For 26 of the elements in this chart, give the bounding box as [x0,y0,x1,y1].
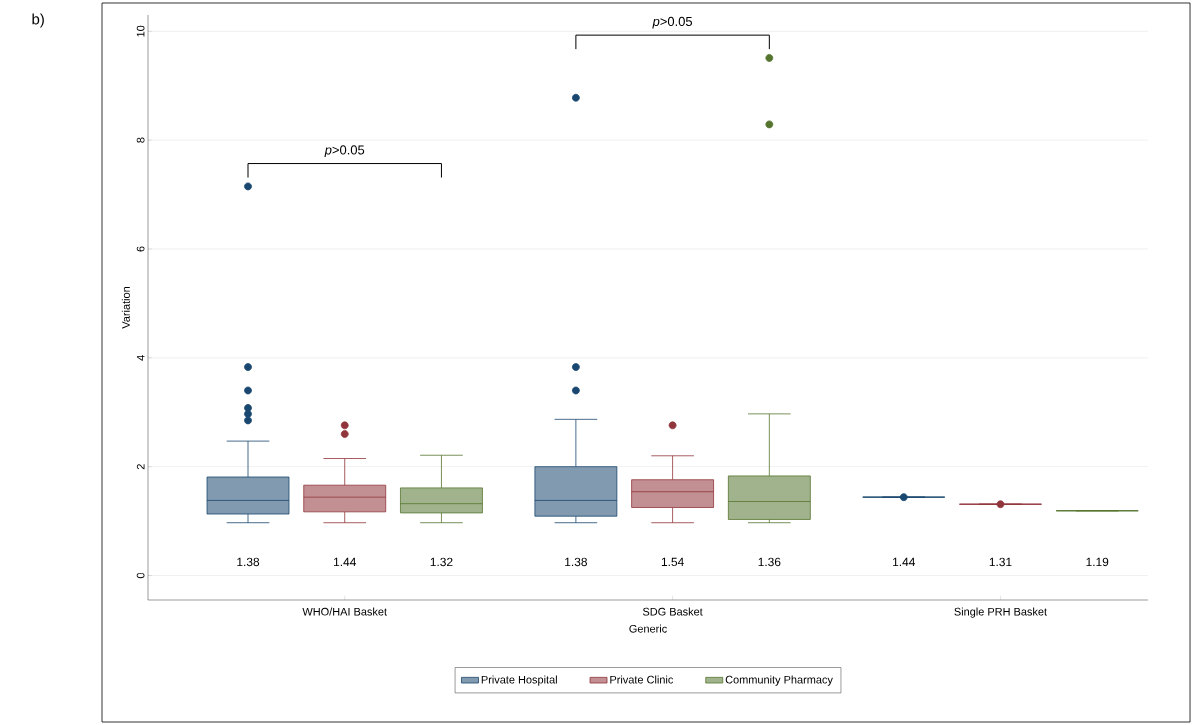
legend-label: Private Hospital [481,675,557,686]
x-tick-label: WHO/HAI Basket [302,607,387,616]
y-tick-label: 0 [136,572,145,579]
text: 1.38 [565,557,587,567]
text: 1.44 [893,557,916,567]
text: 1.31 [989,557,1012,567]
y-axis-title: Variation [121,287,130,329]
x-tick-label: Single PRH Basket [954,607,1047,618]
y-tick-label: 6 [136,246,145,252]
y-tick-label: 8 [136,137,145,143]
y-tick-label: 4 [136,355,145,361]
legend-label: Private Clinic [610,675,674,684]
text: 1.38 [237,557,260,567]
x-axis-title: Generic [629,624,667,633]
text: 1.54 [661,557,684,567]
text: 1.32 [430,557,453,567]
text: 1.19 [1086,557,1109,567]
x-tick-label: SDG Basket [642,607,703,616]
annotation: p>0.05 [324,145,365,158]
y-tick-label: 2 [136,464,145,470]
text: b) [32,13,44,28]
legend-label: Community Pharmacy [725,675,833,686]
text: 1.36 [758,557,781,567]
text: 1.44 [334,557,357,567]
annotation: p>0.05 [652,16,693,29]
y-tick-label: 10 [136,25,145,37]
